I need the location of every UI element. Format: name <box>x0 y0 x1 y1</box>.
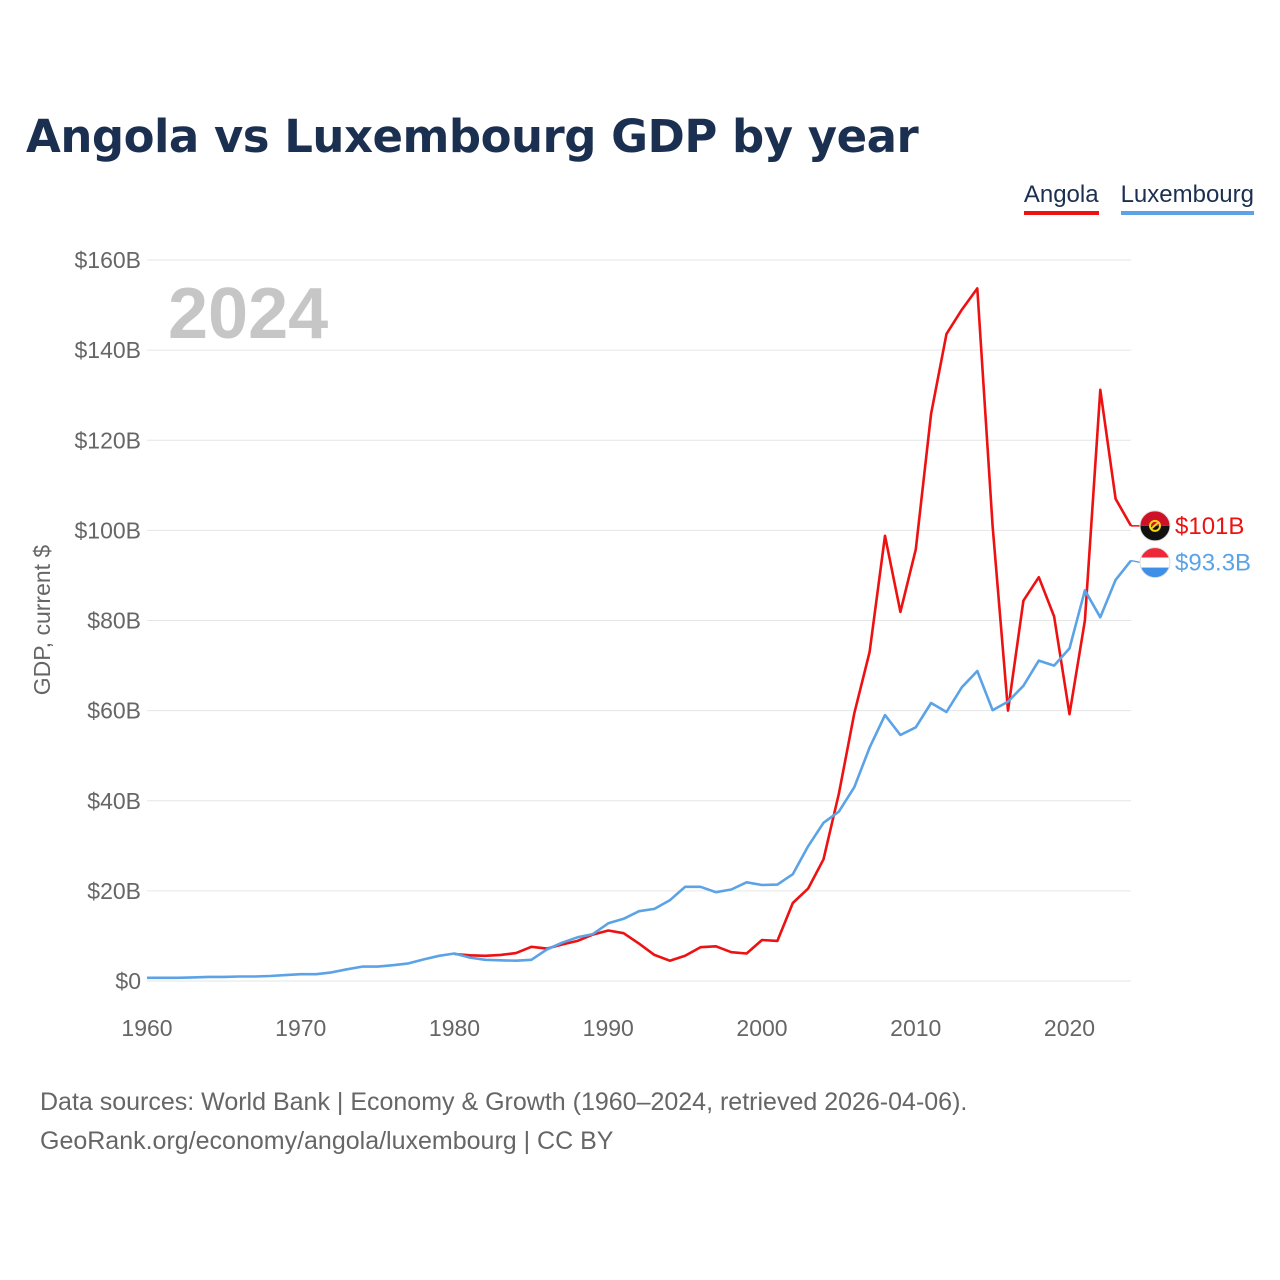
y-tick-label: $140B <box>74 337 141 363</box>
source-note: Data sources: World Bank | Economy & Gro… <box>40 1083 967 1161</box>
legend-item-angola[interactable]: Angola <box>1023 181 1099 215</box>
legend: Angola Luxembourg <box>1023 181 1254 215</box>
y-tick-label: $60B <box>87 698 141 724</box>
end-connector <box>1130 559 1142 564</box>
y-tick-label: $120B <box>74 427 141 453</box>
series-end-labels: $101B $93.3B <box>1130 510 1251 579</box>
y-tick-label: $100B <box>74 517 141 543</box>
x-tick-label: 1970 <box>275 1015 326 1041</box>
x-tick-label: 2010 <box>890 1015 941 1041</box>
year-watermark: 2024 <box>168 274 328 354</box>
end-value-label-angola: $101B <box>1175 513 1244 540</box>
x-tick-label: 1990 <box>583 1015 634 1041</box>
legend-item-luxembourg[interactable]: Luxembourg <box>1120 181 1254 215</box>
y-axis-label: GDP, current $ <box>29 545 55 696</box>
x-tick-label: 2000 <box>736 1015 787 1041</box>
x-tick-label: 2020 <box>1044 1015 1095 1041</box>
grid-lines <box>147 259 1131 982</box>
end-value-label-luxembourg: $93.3B <box>1175 550 1251 577</box>
series-lines <box>147 287 1133 980</box>
angola-flag-icon <box>1139 510 1171 542</box>
y-tick-label: $160B <box>74 247 141 273</box>
x-axis-ticks: 1960 1970 1980 1990 2000 2010 2020 <box>121 1015 1095 1041</box>
source-line-1: Data sources: World Bank | Economy & Gro… <box>40 1088 968 1116</box>
gdp-line-chart: 2024 GDP, current $ $0 $20B $40B $60B $80B $1… <box>29 247 1251 1041</box>
source-line-2[interactable]: GeoRank.org/economy/angola/luxembourg | … <box>40 1127 614 1155</box>
x-tick-label: 1980 <box>429 1015 480 1041</box>
y-tick-label: $80B <box>87 608 141 634</box>
series-line-angola[interactable] <box>454 287 1133 963</box>
x-tick-label: 1960 <box>121 1015 172 1041</box>
y-axis-ticks: $0 $20B $40B $60B $80B $100B $120B $140B $160B <box>74 247 141 994</box>
y-tick-label: $40B <box>87 788 141 814</box>
y-tick-label: $20B <box>87 878 141 904</box>
luxembourg-flag-icon <box>1139 547 1171 579</box>
chart-title: Angola vs Luxembourg GDP by year <box>26 110 919 163</box>
y-tick-label: $0 <box>115 968 141 994</box>
series-line-luxembourg[interactable] <box>147 559 1133 980</box>
